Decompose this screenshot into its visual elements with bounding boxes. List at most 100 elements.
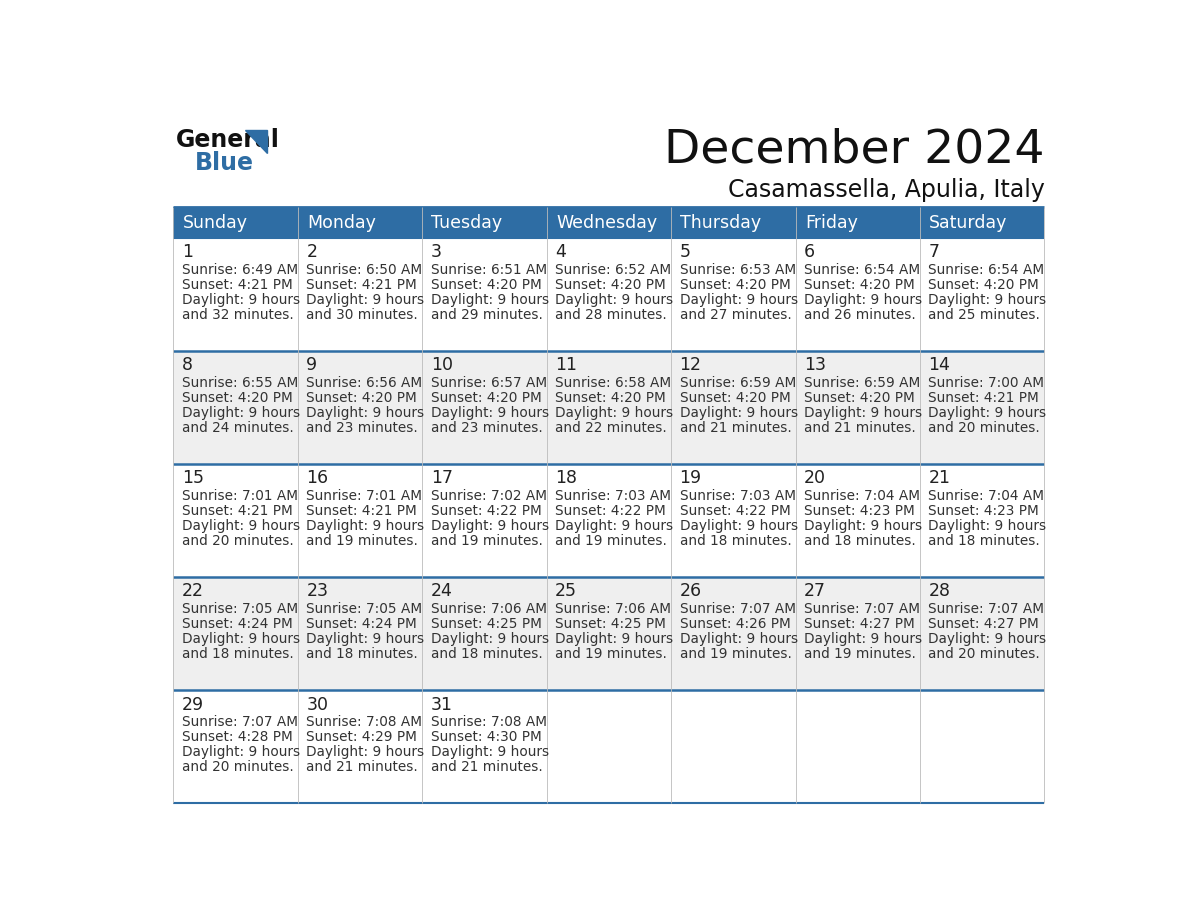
Text: 5: 5 (680, 243, 690, 262)
Text: 9: 9 (307, 356, 317, 375)
Text: Daylight: 9 hours: Daylight: 9 hours (555, 519, 674, 533)
Text: 25: 25 (555, 583, 577, 600)
Text: Sunset: 4:23 PM: Sunset: 4:23 PM (929, 504, 1040, 518)
Text: Sunset: 4:20 PM: Sunset: 4:20 PM (307, 391, 417, 405)
Text: Daylight: 9 hours: Daylight: 9 hours (555, 633, 674, 646)
Text: Sunrise: 7:07 AM: Sunrise: 7:07 AM (929, 602, 1044, 616)
Text: Sunrise: 7:03 AM: Sunrise: 7:03 AM (680, 489, 796, 503)
Bar (671, 207, 796, 238)
Text: Sunset: 4:25 PM: Sunset: 4:25 PM (555, 617, 666, 632)
Text: Sunset: 4:20 PM: Sunset: 4:20 PM (804, 391, 915, 405)
Text: Daylight: 9 hours: Daylight: 9 hours (307, 293, 424, 307)
Text: Sunday: Sunday (183, 214, 247, 231)
Bar (173, 207, 298, 238)
Text: Daylight: 9 hours: Daylight: 9 hours (431, 633, 549, 646)
Bar (298, 207, 422, 238)
Text: Wednesday: Wednesday (556, 214, 657, 231)
Text: Sunset: 4:21 PM: Sunset: 4:21 PM (307, 278, 417, 292)
Text: and 23 minutes.: and 23 minutes. (307, 421, 418, 435)
Text: 24: 24 (431, 583, 453, 600)
Text: Sunrise: 6:52 AM: Sunrise: 6:52 AM (555, 263, 671, 277)
Bar (173, 577, 1044, 690)
Text: and 20 minutes.: and 20 minutes. (929, 421, 1041, 435)
Text: and 24 minutes.: and 24 minutes. (182, 421, 293, 435)
Text: Daylight: 9 hours: Daylight: 9 hours (804, 293, 922, 307)
Bar (173, 465, 1044, 577)
Text: Sunrise: 6:54 AM: Sunrise: 6:54 AM (929, 263, 1044, 277)
Text: General: General (176, 128, 279, 151)
Text: and 19 minutes.: and 19 minutes. (680, 647, 791, 661)
Text: and 20 minutes.: and 20 minutes. (182, 534, 293, 548)
Text: Sunset: 4:27 PM: Sunset: 4:27 PM (929, 617, 1040, 632)
Text: Daylight: 9 hours: Daylight: 9 hours (182, 745, 299, 759)
Text: Sunrise: 6:58 AM: Sunrise: 6:58 AM (555, 376, 671, 390)
Text: Sunrise: 7:04 AM: Sunrise: 7:04 AM (804, 489, 920, 503)
Text: 17: 17 (431, 469, 453, 487)
Text: Blue: Blue (195, 151, 254, 175)
Text: 19: 19 (680, 469, 702, 487)
Text: and 21 minutes.: and 21 minutes. (804, 421, 916, 435)
Text: Sunset: 4:20 PM: Sunset: 4:20 PM (555, 278, 666, 292)
Polygon shape (246, 130, 267, 153)
Text: Sunrise: 6:49 AM: Sunrise: 6:49 AM (182, 263, 298, 277)
Text: Sunset: 4:28 PM: Sunset: 4:28 PM (182, 730, 292, 744)
Text: Sunset: 4:27 PM: Sunset: 4:27 PM (804, 617, 915, 632)
Text: and 22 minutes.: and 22 minutes. (555, 421, 666, 435)
Text: Sunset: 4:20 PM: Sunset: 4:20 PM (431, 391, 542, 405)
Text: Sunset: 4:21 PM: Sunset: 4:21 PM (182, 278, 292, 292)
Text: 4: 4 (555, 243, 565, 262)
Text: Sunrise: 6:57 AM: Sunrise: 6:57 AM (431, 376, 546, 390)
Bar (173, 690, 1044, 803)
Text: and 19 minutes.: and 19 minutes. (307, 534, 418, 548)
Bar (920, 207, 1044, 238)
Text: and 18 minutes.: and 18 minutes. (680, 534, 791, 548)
Bar (422, 207, 546, 238)
Text: Sunset: 4:20 PM: Sunset: 4:20 PM (680, 278, 790, 292)
Text: and 26 minutes.: and 26 minutes. (804, 308, 916, 322)
Text: December 2024: December 2024 (664, 128, 1044, 173)
Text: Daylight: 9 hours: Daylight: 9 hours (680, 633, 797, 646)
Text: Sunset: 4:21 PM: Sunset: 4:21 PM (307, 504, 417, 518)
Text: Daylight: 9 hours: Daylight: 9 hours (929, 293, 1047, 307)
Text: Sunrise: 6:55 AM: Sunrise: 6:55 AM (182, 376, 298, 390)
Text: 29: 29 (182, 696, 204, 713)
Text: and 27 minutes.: and 27 minutes. (680, 308, 791, 322)
Text: 12: 12 (680, 356, 702, 375)
Text: 10: 10 (431, 356, 453, 375)
Text: Sunset: 4:22 PM: Sunset: 4:22 PM (431, 504, 542, 518)
Text: Daylight: 9 hours: Daylight: 9 hours (182, 406, 299, 420)
Text: Daylight: 9 hours: Daylight: 9 hours (182, 293, 299, 307)
Text: Sunset: 4:22 PM: Sunset: 4:22 PM (555, 504, 666, 518)
Text: Sunset: 4:23 PM: Sunset: 4:23 PM (804, 504, 915, 518)
Text: and 19 minutes.: and 19 minutes. (555, 647, 666, 661)
Text: Sunset: 4:24 PM: Sunset: 4:24 PM (307, 617, 417, 632)
Text: Sunrise: 7:04 AM: Sunrise: 7:04 AM (929, 489, 1044, 503)
Text: and 23 minutes.: and 23 minutes. (431, 421, 543, 435)
Text: Daylight: 9 hours: Daylight: 9 hours (307, 519, 424, 533)
Text: Daylight: 9 hours: Daylight: 9 hours (680, 293, 797, 307)
Text: Daylight: 9 hours: Daylight: 9 hours (555, 293, 674, 307)
Text: 22: 22 (182, 583, 204, 600)
Text: Daylight: 9 hours: Daylight: 9 hours (431, 519, 549, 533)
Text: Sunrise: 6:59 AM: Sunrise: 6:59 AM (804, 376, 921, 390)
Text: Sunrise: 7:02 AM: Sunrise: 7:02 AM (431, 489, 546, 503)
Bar (173, 351, 1044, 465)
Text: Sunset: 4:29 PM: Sunset: 4:29 PM (307, 730, 417, 744)
Text: Daylight: 9 hours: Daylight: 9 hours (307, 633, 424, 646)
Text: Sunrise: 7:08 AM: Sunrise: 7:08 AM (307, 715, 422, 729)
Text: 7: 7 (929, 243, 940, 262)
Text: and 19 minutes.: and 19 minutes. (555, 534, 666, 548)
Text: 30: 30 (307, 696, 328, 713)
Text: Daylight: 9 hours: Daylight: 9 hours (929, 406, 1047, 420)
Text: Sunset: 4:30 PM: Sunset: 4:30 PM (431, 730, 542, 744)
Text: 18: 18 (555, 469, 577, 487)
Text: Sunrise: 6:56 AM: Sunrise: 6:56 AM (307, 376, 423, 390)
Text: Daylight: 9 hours: Daylight: 9 hours (680, 406, 797, 420)
Text: Daylight: 9 hours: Daylight: 9 hours (182, 519, 299, 533)
Text: 27: 27 (804, 583, 826, 600)
Text: Tuesday: Tuesday (431, 214, 503, 231)
Text: Daylight: 9 hours: Daylight: 9 hours (555, 406, 674, 420)
Text: 2: 2 (307, 243, 317, 262)
Bar (796, 207, 920, 238)
Text: Sunset: 4:21 PM: Sunset: 4:21 PM (182, 504, 292, 518)
